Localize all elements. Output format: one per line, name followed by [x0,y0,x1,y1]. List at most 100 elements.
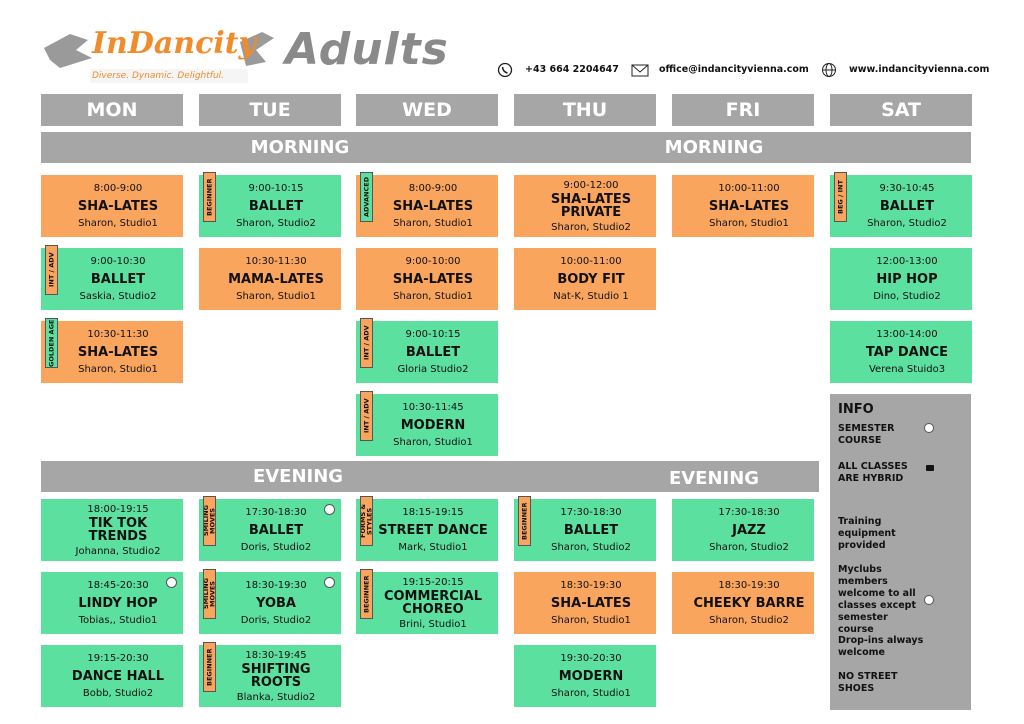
class-title: BALLET [248,522,304,538]
level-ribbon: FORMS & STYLES [360,496,373,546]
evening-band [41,461,819,492]
class-card: 10:30-11:30 SHA-LATES Sharon, Studio1 GOLDE… [41,318,183,383]
class-title: SHA-LATES [77,344,159,360]
class-time: 19:30-20:30 [560,652,622,664]
class-place: Sharon, Studio2 [551,221,631,233]
class-title: SHA-LATES [392,271,474,287]
class-time: 10:30-11:30 [245,255,307,267]
web-icon [822,63,836,77]
class-title: MODERN [400,417,466,433]
class-card: 13:00-14:00 TAP DANCE Verena Stuido3 [830,321,972,383]
logo-text: InDancity [92,26,257,61]
class-place: Sharon, Studio1 [393,291,473,303]
class-place: Sharon, Studio1 [393,437,473,449]
class-time: 17:30-18:30 [718,506,780,518]
camera-icon [926,465,934,471]
band-label: EVENING [252,466,344,487]
class-time: 12:00-13:00 [876,255,938,267]
class-card: 18:30-19:30 CHEEKY BARRE Sharon, Studio2 [672,572,814,634]
info-item: ALL CLASSES ARE HYBRID [838,461,908,484]
class-card: 19:15-20:30 DANCE HALL Bobb, Studio2 [41,645,183,707]
band-label: EVENING [668,468,760,489]
class-card: 9:00-10:30 BALLET Saskia, Studio2 INT / ADV [41,245,183,310]
class-place: Sharon, Studio1 [393,218,473,230]
class-place: Sharon, Studio1 [78,218,158,230]
class-place: Saskia, Studio2 [79,291,157,303]
class-card: 18:45-20:30 LINDY HOP Tobias,, Studio1 [41,572,183,634]
class-title: BALLET [248,198,304,214]
semester-icon [924,423,934,433]
class-time: 13:00-14:00 [876,328,938,340]
class-time: 9:00-10:00 [405,255,461,267]
info-title: INFO [838,402,874,417]
class-title: SHA-LATES PRIVATE [550,192,632,220]
class-place: Johanna, Studio2 [75,545,161,557]
class-place: Sharon, Studio1 [709,218,789,230]
phone-icon [497,62,513,78]
class-time: 19:15-20:30 [87,652,149,664]
class-time: 17:30-18:30 [245,506,307,518]
semester-marker [324,504,335,515]
class-title: CHEEKY BARRE [693,595,805,611]
info-item: SEMESTER COURSE [838,423,895,446]
class-place: Gloria Studio2 [397,364,469,376]
class-title: DANCE HALL [71,668,165,684]
class-time: 18:30-19:30 [718,579,780,591]
info-item: Myclubs members welcome to all classes e… [838,564,916,635]
info-item: Training equipment provided [838,516,896,551]
class-time: 9:00-10:15 [248,182,304,194]
band-label: MORNING [250,137,350,158]
class-card: 8:00-9:00 SHA-LATES Sharon, Studio1 [41,175,183,237]
level-ribbon: BEGINNER [518,496,531,546]
class-title: BALLET [879,198,935,214]
class-card: 18:30-19:45 SHIFTING ROOTS Blanka, Studio2… [199,642,341,707]
level-ribbon: INT / ADV [360,391,373,441]
class-place: Doris, Studio2 [240,615,312,627]
level-ribbon: BEGINNER [360,569,373,619]
class-place: Brini, Studio1 [399,618,467,630]
class-title: BODY FIT [557,271,625,287]
class-title: BALLET [90,271,146,287]
day-header: TUE [199,94,341,126]
class-place: Sharon, Studio1 [551,688,631,700]
class-title: TIK TOK TRENDS [88,516,148,544]
class-time: 19:15-20:15 [402,576,464,588]
level-ribbon: INT / ADV [360,318,373,368]
class-card: 18:00-19:15 TIK TOK TRENDS Johanna, Studio… [41,499,183,561]
class-place: Mark, Studio1 [398,542,468,554]
class-card: 19:15-20:15 COMMERCIAL CHOREO Brini, Studi… [356,569,498,634]
class-place: Sharon, Studio2 [551,542,631,554]
class-card: 10:00-11:00 BODY FIT Nat-K, Studio 1 [514,248,656,310]
class-time: 10:30-11:30 [87,328,149,340]
class-title: BALLET [563,522,619,538]
class-place: Doris, Studio2 [240,542,312,554]
band-label: MORNING [664,137,764,158]
morning-band [41,132,971,163]
day-header: MON [41,94,183,126]
class-card: 9:00-12:00 SHA-LATES PRIVATE Sharon, Studi… [514,175,656,237]
day-header: SAT [830,94,972,126]
class-place: Sharon, Studio1 [236,291,316,303]
class-card: 8:00-9:00 SHA-LATES Sharon, Studio1 ADVANCE… [356,172,498,237]
level-ribbon: BEGINNER [203,172,216,222]
class-time: 18:30-19:30 [245,579,307,591]
class-place: Blanka, Studio2 [236,691,316,703]
class-time: 10:30-11:45 [402,401,464,413]
class-time: 18:45-20:30 [87,579,149,591]
day-header: THU [514,94,656,126]
class-time: 9:00-12:00 [563,179,619,191]
class-title: MODERN [558,668,624,684]
class-place: Bobb, Studio2 [82,688,154,700]
class-card: 10:00-11:00 SHA-LATES Sharon, Studio1 [672,175,814,237]
class-card: 9:30-10:45 BALLET Sharon, Studio2 BEG / INT [830,172,972,237]
class-title: SHA-LATES [77,198,159,214]
class-time: 18:30-19:30 [560,579,622,591]
semester-marker [166,577,177,588]
class-time: 9:30-10:45 [879,182,935,194]
info-item: Drop-ins always welcome [838,635,924,658]
class-place: Dino, Studio2 [873,291,941,303]
class-title: MAMA-LATES [228,271,324,287]
class-time: 9:00-10:30 [90,255,146,267]
class-card: 17:30-18:30 BALLET Doris, Studio2 SMILING M… [199,496,341,561]
phone: +43 664 2204647 [525,64,619,75]
